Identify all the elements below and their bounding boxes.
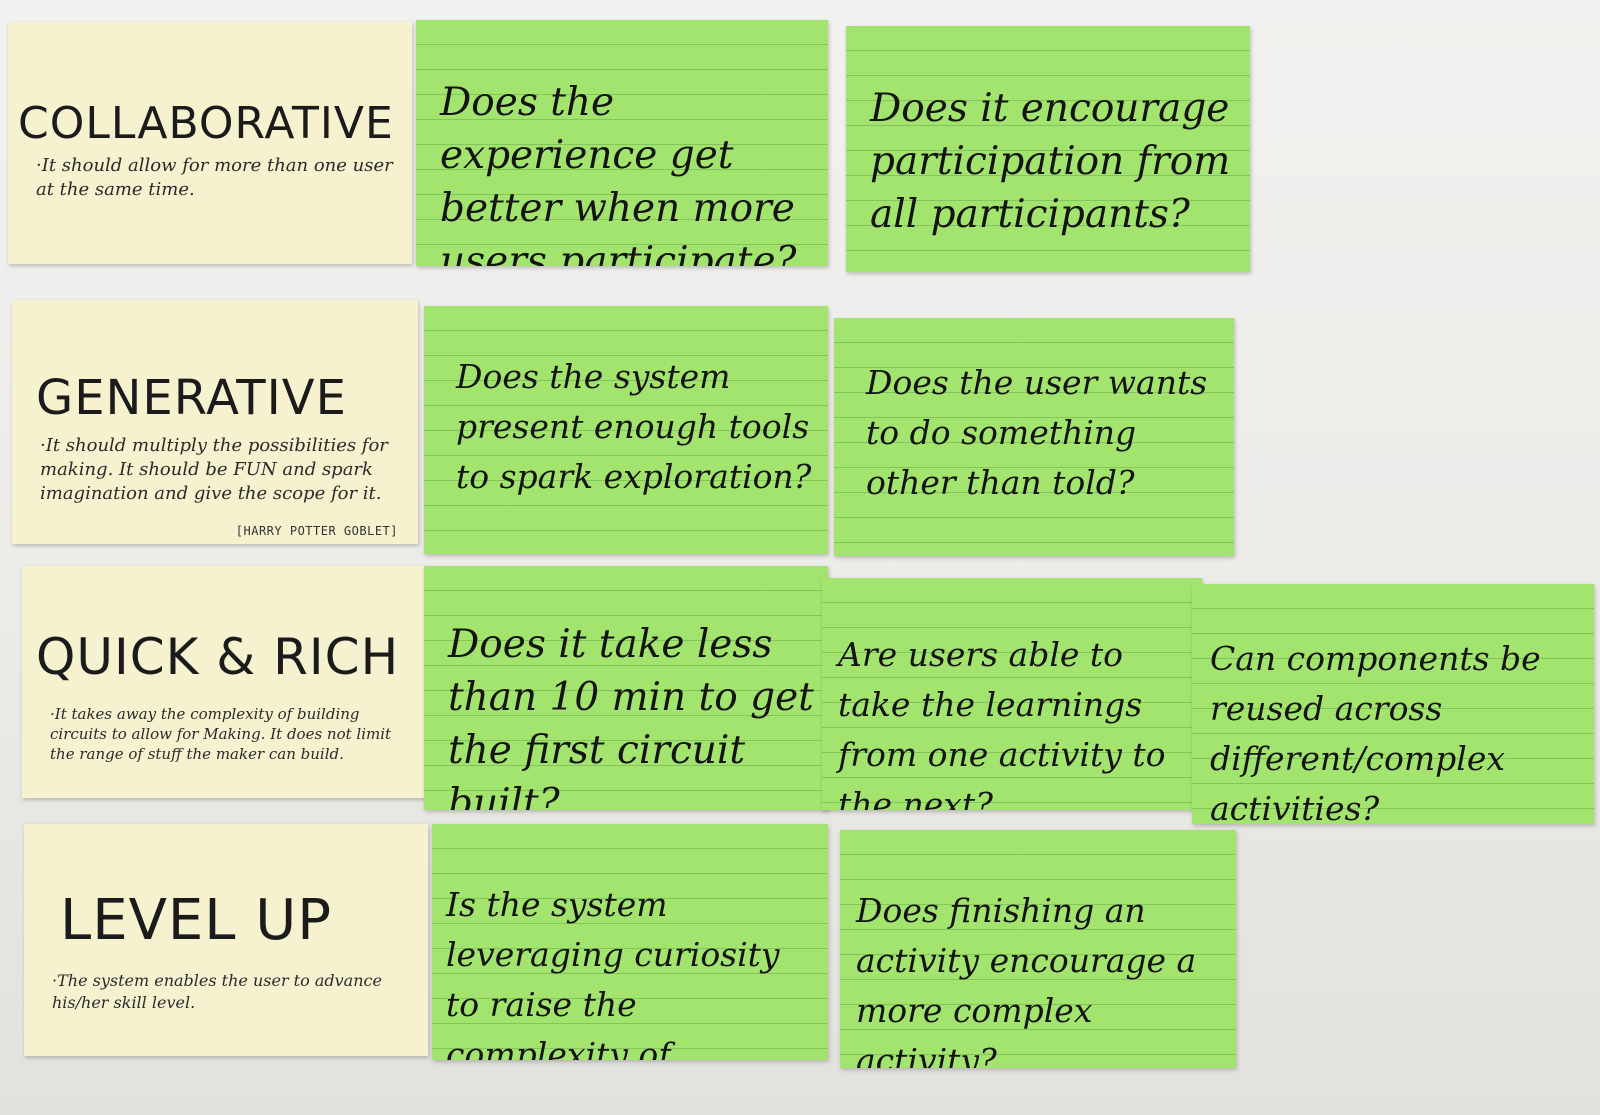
- question-text: Is the system leveraging curiosity to ra…: [446, 885, 780, 1060]
- criterion-title: COLLABORATIVE: [18, 98, 394, 149]
- question-text: Are users able to take the learnings fro…: [838, 635, 1166, 810]
- question-card: Does the system present enough tools to …: [424, 306, 828, 554]
- question-text: Does it take less than 10 min to get the…: [448, 622, 814, 810]
- criterion-card-quick-rich: QUICK & RICH ·It takes away the complexi…: [22, 566, 426, 798]
- criterion-title: GENERATIVE: [36, 370, 347, 426]
- question-text: Can components be reused across differen…: [1210, 639, 1541, 824]
- criterion-description: ·It should allow for more than one user …: [36, 155, 393, 200]
- question-text: Does the user wants to do something othe…: [866, 363, 1208, 502]
- question-card: Does it take less than 10 min to get the…: [424, 566, 828, 810]
- question-text: Does the system present enough tools to …: [456, 357, 812, 496]
- criterion-description: ·It takes away the complexity of buildin…: [50, 705, 392, 763]
- question-card: Does it encourage participation from all…: [846, 26, 1250, 272]
- question-card: Are users able to take the learnings fro…: [822, 578, 1202, 810]
- criterion-card-generative: GENERATIVE ·It should multiply the possi…: [12, 300, 418, 544]
- question-card: Does the user wants to do something othe…: [834, 318, 1234, 556]
- question-card: Does finishing an activity encourage a m…: [840, 830, 1236, 1068]
- question-text: Does it encourage participation from all…: [870, 86, 1231, 237]
- question-card: Is the system leveraging curiosity to ra…: [432, 824, 828, 1060]
- criterion-description: ·It should multiply the possibilities fo…: [40, 435, 388, 504]
- question-card: Can components be reused across differen…: [1192, 584, 1594, 824]
- question-text: Does the experience get better when more…: [440, 80, 797, 266]
- criterion-card-level-up: LEVEL UP ·The system enables the user to…: [24, 824, 428, 1056]
- criterion-card-collaborative: COLLABORATIVE ·It should allow for more …: [8, 22, 412, 264]
- criterion-title: QUICK & RICH: [36, 628, 400, 686]
- question-card: Does the experience get better when more…: [416, 20, 828, 266]
- question-text: Does finishing an activity encourage a m…: [856, 891, 1197, 1068]
- criterion-description: ·The system enables the user to advance …: [52, 971, 382, 1012]
- criterion-note: [HARRY POTTER GOBLET]: [235, 524, 398, 538]
- criterion-title: LEVEL UP: [60, 888, 333, 953]
